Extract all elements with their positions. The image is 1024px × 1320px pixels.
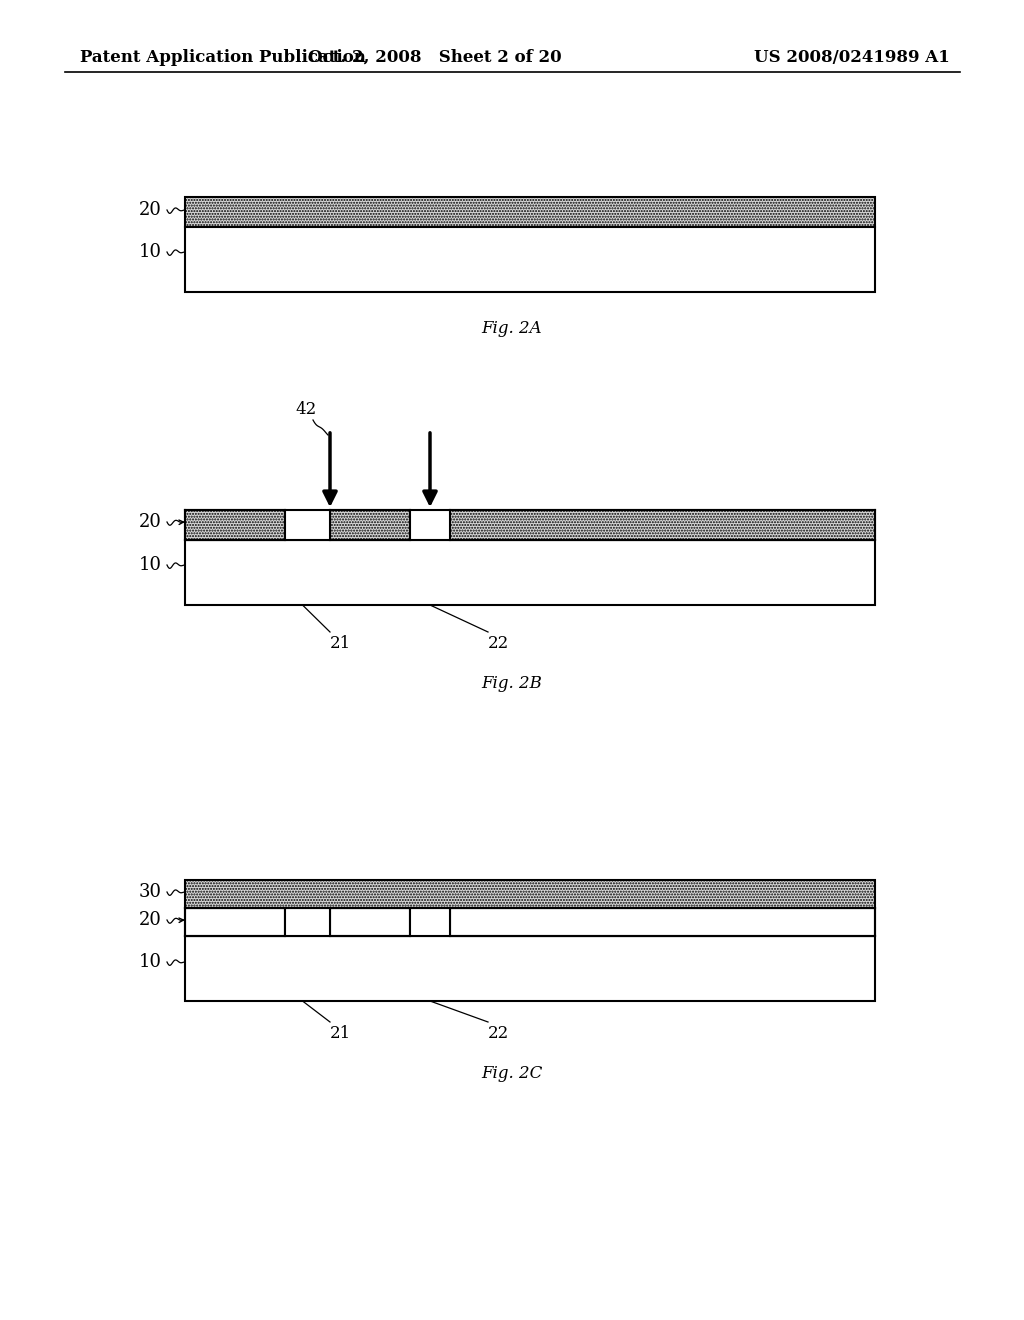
- Text: US 2008/0241989 A1: US 2008/0241989 A1: [755, 49, 950, 66]
- Bar: [185, 197, 874, 227]
- Bar: [410, 510, 450, 540]
- Bar: [450, 908, 874, 936]
- Text: Fig. 2C: Fig. 2C: [481, 1065, 543, 1082]
- Text: 10: 10: [139, 556, 162, 574]
- Bar: [185, 936, 874, 1001]
- Text: Fig. 2B: Fig. 2B: [481, 675, 543, 692]
- Bar: [185, 880, 874, 908]
- Text: Patent Application Publication: Patent Application Publication: [80, 49, 366, 66]
- Bar: [185, 227, 874, 292]
- Text: 10: 10: [139, 243, 162, 261]
- Text: 21: 21: [330, 635, 351, 652]
- Text: 20: 20: [139, 911, 162, 929]
- Bar: [450, 510, 874, 540]
- Text: 22: 22: [488, 1026, 509, 1041]
- Text: 20: 20: [139, 513, 162, 531]
- Text: 22: 22: [488, 635, 509, 652]
- Bar: [330, 510, 410, 540]
- Text: 10: 10: [139, 953, 162, 972]
- Bar: [285, 510, 330, 540]
- Text: Oct. 2, 2008   Sheet 2 of 20: Oct. 2, 2008 Sheet 2 of 20: [308, 49, 562, 66]
- Bar: [185, 540, 874, 605]
- Bar: [285, 908, 330, 936]
- Text: 20: 20: [139, 201, 162, 219]
- Bar: [330, 908, 410, 936]
- Text: 30: 30: [139, 883, 162, 902]
- Text: Fig. 2A: Fig. 2A: [481, 319, 543, 337]
- Bar: [410, 908, 450, 936]
- Bar: [185, 510, 285, 540]
- Bar: [185, 908, 285, 936]
- Text: 21: 21: [330, 1026, 351, 1041]
- Text: 42: 42: [295, 401, 316, 418]
